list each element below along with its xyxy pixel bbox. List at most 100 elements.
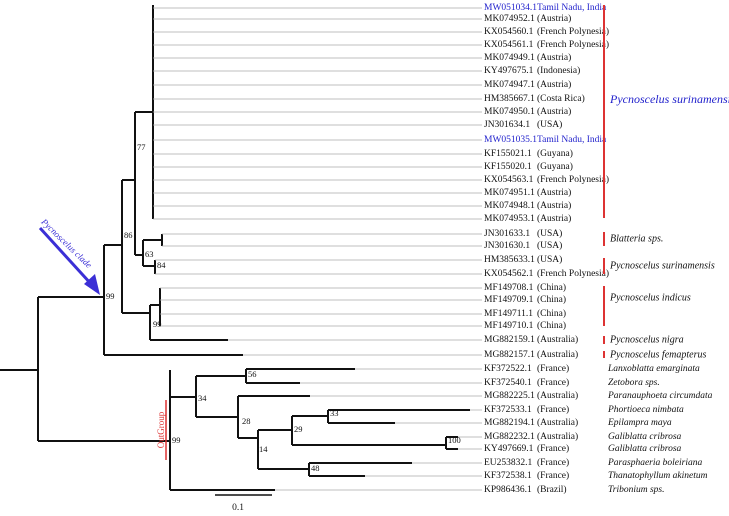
species: Galiblatta cribrosa [608, 444, 682, 454]
species: Thanatophyllum akinetum [608, 471, 708, 481]
origin: (France) [537, 404, 569, 415]
bootstrap: 100 [448, 435, 461, 445]
accession: MK074949.1 [484, 53, 535, 63]
origin: (French Polynesia) [537, 174, 609, 185]
species: Paranauphoeta circumdata [607, 391, 713, 401]
bootstrap: 86 [124, 230, 133, 240]
accession: MK074952.1 [484, 14, 535, 24]
bootstrap: 99 [153, 319, 162, 329]
accession: MK074953.1 [484, 214, 535, 224]
bootstrap: 34 [198, 393, 207, 403]
accession: EU253832.1 [484, 458, 533, 468]
accession: HM385633.1 [484, 255, 535, 265]
origin: (Brazil) [537, 484, 567, 495]
accession: KX054562.1 [484, 269, 534, 279]
origin: (Austria) [537, 213, 571, 224]
origin: (Austria) [537, 79, 571, 90]
accession: KF372538.1 [484, 471, 532, 481]
origin: (French Polynesia) [537, 26, 609, 37]
accession: KP986436.1 [484, 485, 532, 495]
outgroup-label: OutGroup [156, 411, 166, 448]
origin: (Guyana) [537, 148, 573, 159]
origin: (Australia) [537, 349, 578, 360]
origin: (USA) [537, 228, 562, 239]
accession: MF149709.1 [484, 295, 534, 305]
accession: MF149708.1 [484, 283, 534, 293]
accession: MG882232.1 [484, 432, 535, 442]
accession: MG882159.1 [484, 335, 535, 345]
species: Parasphaeria boleiriana [607, 458, 702, 468]
origin: (USA) [537, 254, 562, 265]
accession: MK074948.1 [484, 201, 535, 211]
accession: KX054563.1 [484, 175, 534, 185]
accession: KF155020.1 [484, 162, 532, 172]
ingroup-label: Pycnoscelus clade [39, 216, 94, 270]
clade-label: Pycnoscelus femapterus [609, 349, 706, 360]
bootstrap: 56 [248, 369, 257, 379]
tree-branches [0, 5, 470, 491]
clade-label: Pycnoscelus surinamensis [609, 260, 715, 271]
accession: KF155021.1 [484, 149, 532, 159]
accession: KY497669.1 [484, 444, 534, 454]
bootstrap: 48 [311, 463, 320, 473]
accession: MG882157.1 [484, 350, 535, 360]
clade-label: Pycnoscelus surinamensis [609, 92, 729, 106]
origin: Tamil Nadu, India [537, 3, 607, 13]
accession: KF372522.1 [484, 364, 532, 374]
origin: (Austria) [537, 52, 571, 63]
species: Tribonium sps. [608, 485, 665, 495]
accession: HM385667.1 [484, 94, 535, 104]
species: Galiblatta cribrosa [608, 432, 682, 442]
origin: (French Polynesia) [537, 268, 609, 279]
origin: (France) [537, 377, 569, 388]
accession: MF149710.1 [484, 321, 534, 331]
bootstrap: 33 [330, 408, 339, 418]
origin: (Austria) [537, 106, 571, 117]
accession: JN301634.1 [484, 120, 530, 130]
clade-label: Pycnoscelus nigra [609, 334, 684, 345]
origin: (Austria) [537, 187, 571, 198]
accession: KF372533.1 [484, 405, 532, 415]
origin: (Australia) [537, 417, 578, 428]
bootstrap: 99 [106, 291, 115, 301]
accession: MW051034.1 [484, 3, 537, 13]
accession: JN301630.1 [484, 241, 530, 251]
scale-label: 0.1 [232, 503, 244, 513]
origin: (Austria) [537, 13, 571, 24]
species: Lanxoblatta emarginata [607, 364, 700, 374]
bootstrap: 28 [242, 416, 251, 426]
clade-label: Pycnoscelus indicus [609, 292, 691, 303]
bootstrap: 99 [172, 435, 181, 445]
origin: (Guyana) [537, 161, 573, 172]
bootstrap: 29 [294, 424, 303, 434]
origin: (Costa Rica) [537, 93, 585, 104]
origin: (Australia) [537, 431, 578, 442]
bootstrap: 14 [259, 444, 268, 454]
origin: (France) [537, 457, 569, 468]
origin: Tamil Nadu, India [537, 135, 607, 145]
accession: MK074951.1 [484, 188, 535, 198]
accession: MK074950.1 [484, 107, 535, 117]
origin: (Austria) [537, 200, 571, 211]
origin: (USA) [537, 119, 562, 130]
origin: (China) [537, 282, 566, 293]
origin: (China) [537, 294, 566, 305]
species: Phortioeca nimbata [607, 405, 684, 415]
accession: KY497675.1 [484, 66, 534, 76]
accession: KF372540.1 [484, 378, 532, 388]
origin: (French Polynesia) [537, 39, 609, 50]
species: Zetobora sps. [608, 378, 660, 388]
bootstrap: 77 [137, 142, 146, 152]
arrow-head [84, 274, 100, 295]
accession: KX054560.1 [484, 27, 534, 37]
bootstrap: 84 [157, 260, 166, 270]
accession: MG882194.1 [484, 418, 535, 428]
accession: KX054561.1 [484, 40, 534, 50]
origin: (France) [537, 470, 569, 481]
accession: MG882225.1 [484, 391, 535, 401]
origin: (Indonesia) [537, 65, 580, 76]
accession: MW051035.1 [484, 135, 537, 145]
origin: (France) [537, 443, 569, 454]
clade-label: Blatteria sps. [610, 233, 663, 244]
